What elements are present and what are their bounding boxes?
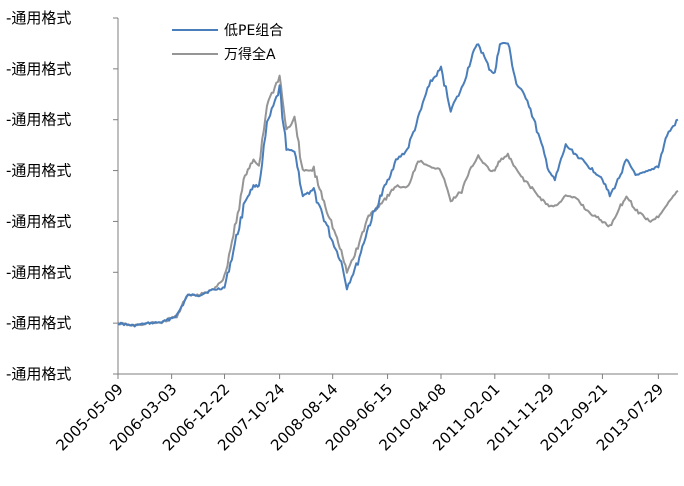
legend-label: 低PE组合	[224, 23, 283, 39]
series-line-0	[117, 42, 679, 328]
series-layer	[117, 42, 679, 328]
legend-label: 万得全A	[224, 46, 276, 63]
series-line-1	[117, 74, 679, 327]
y-tick-label: -通用格式	[6, 9, 71, 27]
y-tick-label: -通用格式	[6, 162, 71, 180]
y-tick-label: -通用格式	[6, 314, 71, 332]
y-axis: -通用格式 -通用格式 -通用格式 -通用格式 -通用格式 -通用格式 -通用格式 -通用格式	[6, 9, 119, 383]
y-tick-label: -通用格式	[6, 60, 71, 78]
y-tick-label: -通用格式	[6, 263, 71, 281]
x-axis: 2005-05-092006-03-032006-12-222007-10-24…	[52, 373, 678, 454]
y-tick-label: -通用格式	[6, 365, 71, 383]
y-tick-label: -通用格式	[6, 111, 71, 129]
y-tick-label: -通用格式	[6, 212, 71, 230]
